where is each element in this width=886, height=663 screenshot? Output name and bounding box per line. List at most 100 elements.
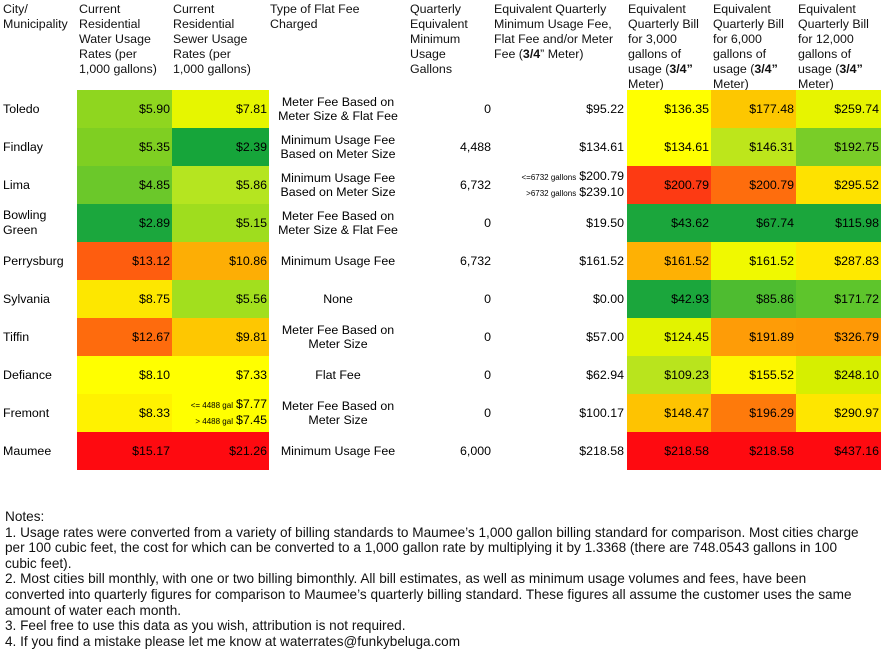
sewer-rate-cell: $10.86 xyxy=(172,242,269,280)
min-fee-cell: $95.22 xyxy=(586,102,624,116)
sewer-rate-cell: $2.39 xyxy=(172,128,269,166)
fee-type-cell: Meter Fee Based on Meter Size xyxy=(281,322,395,352)
bill12000-cell: $326.79 xyxy=(796,318,881,356)
header-bill-6000-post: Meter) xyxy=(713,77,749,91)
tier-value: $7.45 xyxy=(235,413,267,427)
city-name: Fremont xyxy=(3,405,50,420)
bill3000-cell: $161.52 xyxy=(627,242,711,280)
bill6000-cell: $196.29 xyxy=(711,394,796,432)
min-gallons-cell: 0 xyxy=(484,216,491,230)
city-name: Tiffin xyxy=(3,329,30,344)
header-bill-6000-bold: 3/4” xyxy=(754,62,778,76)
sewer-rate-cell: $21.26 xyxy=(172,432,269,470)
water-rate-cell: $8.10 xyxy=(77,356,172,394)
bill3000-cell: $42.93 xyxy=(627,280,711,318)
table-row: Defiance $8.10 $7.33 Flat Fee 0 $62.94 $109.23… xyxy=(0,356,886,394)
bill6000-cell: $200.79 xyxy=(711,166,796,204)
bill12000-cell: $437.16 xyxy=(796,432,881,470)
city-name: Perrysburg xyxy=(3,253,64,268)
min-gallons-cell: 0 xyxy=(484,368,491,382)
water-rate-cell: $15.17 xyxy=(77,432,172,470)
min-fee-cell: $100.17 xyxy=(579,406,624,420)
min-fee-cell: $57.00 xyxy=(586,330,624,344)
bill6000-cell: $155.52 xyxy=(711,356,796,394)
notes-section: Notes: 1. Usage rates were converted fro… xyxy=(5,509,865,649)
city-name: Lima xyxy=(3,177,30,192)
fee-type-cell: Flat Fee xyxy=(315,367,361,382)
table-row: Bowling Green $2.89 $5.15 Meter Fee Based o… xyxy=(0,204,886,242)
sewer-rate-cell: <= 4488 gal $7.77 > 4488 gal $7.45 xyxy=(172,394,269,432)
header-min-fee-bold: 3/4 xyxy=(522,47,541,61)
city-name: Sylvania xyxy=(3,291,50,306)
bill12000-cell: $287.83 xyxy=(796,242,881,280)
table-row: Toledo $5.90 $7.81 Meter Fee Based on Meter… xyxy=(0,90,886,128)
header-bill-3000: Equivalent Quarterly Bill for 3,000 gall… xyxy=(628,2,710,92)
tiered-fee-line: <=6732 gallons $200.79 xyxy=(521,169,624,185)
sewer-rate-cell: $5.86 xyxy=(172,166,269,204)
table-row: Lima $4.85 $5.86 Minimum Usage Fee Based on… xyxy=(0,166,886,204)
city-name: Defiance xyxy=(3,367,52,382)
city-name: Findlay xyxy=(3,139,43,154)
header-water-rate: Current Residential Water Usage Rates (p… xyxy=(79,2,171,77)
bill12000-cell: $248.10 xyxy=(796,356,881,394)
bill6000-cell: $161.52 xyxy=(711,242,796,280)
fee-type-cell: Minimum Usage Fee Based on Meter Size xyxy=(280,170,396,200)
water-rate-cell: $12.67 xyxy=(77,318,172,356)
header-min-fee-post: ” Meter) xyxy=(540,47,584,61)
min-fee-cell: $62.94 xyxy=(586,368,624,382)
sewer-rate-cell: $7.81 xyxy=(172,90,269,128)
bill3000-cell: $218.58 xyxy=(627,432,711,470)
fee-type-cell: Meter Fee Based on Meter Size xyxy=(281,398,395,428)
header-bill-3000-pre: Equivalent Quarterly Bill for 3,000 gall… xyxy=(628,2,699,76)
min-gallons-cell: 6,000 xyxy=(459,444,491,458)
header-min-fee: Equivalent Quarterly Minimum Usage Fee, … xyxy=(494,2,626,62)
city-name: Bowling Green xyxy=(3,208,47,237)
table-row: Perrysburg $13.12 $10.86 Minimum Usage Fee 6… xyxy=(0,242,886,280)
header-min-gallons: Quarterly Equivalent Minimum Usage Gallo… xyxy=(410,2,492,77)
header-bill-12000-bold: 3/4” xyxy=(839,62,863,76)
bill12000-cell: $259.74 xyxy=(796,90,881,128)
bill3000-cell: $43.62 xyxy=(627,204,711,242)
min-gallons-cell: 0 xyxy=(484,330,491,344)
bill3000-cell: $124.45 xyxy=(627,318,711,356)
notes-title: Notes: xyxy=(5,509,45,524)
bill6000-cell: $85.86 xyxy=(711,280,796,318)
water-rate-cell: $4.85 xyxy=(77,166,172,204)
tier-label: <=6732 gallons xyxy=(521,173,577,182)
note-item: 2. Most cities bill monthly, with one or… xyxy=(5,571,852,618)
header-bill-3000-post: Meter) xyxy=(628,77,664,91)
min-fee-cell: $0.00 xyxy=(592,292,624,306)
tier-value: $200.79 xyxy=(579,169,624,183)
header-fee-type: Type of Flat Fee Charged xyxy=(270,2,406,32)
bill12000-cell: $171.72 xyxy=(796,280,881,318)
table-row: Tiffin $12.67 $9.81 Meter Fee Based on Mete… xyxy=(0,318,886,356)
header-fee-type-text: Type of Flat Fee Charged xyxy=(270,2,360,31)
note-item: 4. If you find a mistake please let me k… xyxy=(5,633,461,649)
sewer-rate-cell: $5.56 xyxy=(172,280,269,318)
header-bill-6000-pre: Equivalent Quarterly Bill for 6,000 gall… xyxy=(713,2,784,76)
header-min-gallons-text: Quarterly Equivalent Minimum Usage Gallo… xyxy=(410,2,468,76)
tier-label: > 4488 gal xyxy=(195,417,233,426)
sewer-rate-cell: $9.81 xyxy=(172,318,269,356)
bill6000-cell: $191.89 xyxy=(711,318,796,356)
header-bill-12000: Equivalent Quarterly Bill for 12,000 gal… xyxy=(798,2,884,92)
bill12000-cell: $192.75 xyxy=(796,128,881,166)
header-bill-12000-post: Meter) xyxy=(798,77,834,91)
min-fee-cell: $161.52 xyxy=(579,254,624,268)
table-row: Sylvania $8.75 $5.56 None 0 $0.00 $42.93 $85.86… xyxy=(0,280,886,318)
water-rate-cell: $8.33 xyxy=(77,394,172,432)
tiered-rate-line: > 4488 gal $7.45 xyxy=(195,413,267,429)
fee-type-cell: None xyxy=(323,291,353,306)
bill3000-cell: $136.35 xyxy=(627,90,711,128)
tier-value: $239.10 xyxy=(579,185,624,199)
min-fee-cell: $218.58 xyxy=(579,444,624,458)
min-fee-cell: $19.50 xyxy=(586,216,624,230)
fee-type-cell: Meter Fee Based on Meter Size & Flat Fee xyxy=(278,208,398,238)
bill6000-cell: $67.74 xyxy=(711,204,796,242)
min-gallons-cell: 6,732 xyxy=(459,178,491,192)
water-rates-table: City/ Municipality Current Residential W… xyxy=(0,2,886,470)
header-min-fee-pre: Equivalent Quarterly Minimum Usage Fee, … xyxy=(494,2,614,61)
bill12000-cell: $290.97 xyxy=(796,394,881,432)
table-row: Findlay $5.35 $2.39 Minimum Usage Fee Based… xyxy=(0,128,886,166)
min-gallons-cell: 0 xyxy=(484,406,491,420)
